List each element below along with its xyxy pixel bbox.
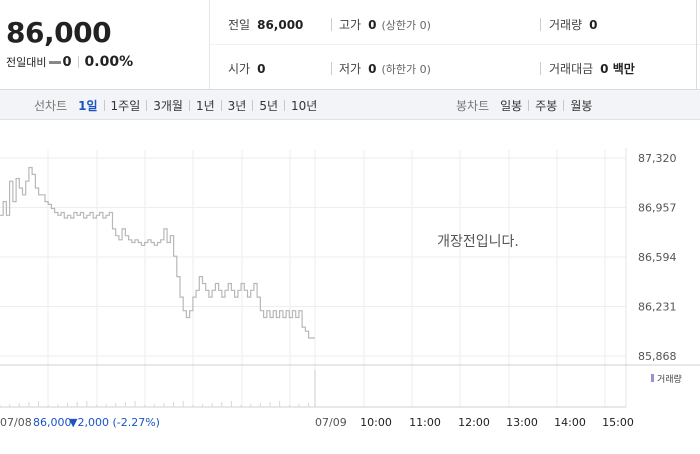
current-price: 86,000 (6, 16, 112, 49)
stat-label: 거래량 (549, 18, 583, 32)
price-chart[interactable]: 87,320 86,957 86,594 86,231 85,868 개장전입니다. 거래량… (0, 120, 700, 450)
chart-tab-bar: 선차트 1일 1주일 3개월 1년 3년 5년 10년 봉차트 일봉 주봉 월봉 (0, 90, 700, 120)
y-tick-label: 86,957 (638, 202, 677, 215)
pre-open-message: 개장전입니다. (437, 234, 519, 250)
stat-value: 0 백만 (600, 62, 635, 76)
stat-value: 0 (257, 61, 266, 76)
period-tab[interactable]: 1주일 (110, 99, 141, 113)
tab-divider (146, 100, 148, 111)
stat-divider (540, 62, 541, 75)
y-tick-label: 86,231 (638, 301, 677, 314)
flat-indicator-icon (49, 60, 62, 64)
period-tab[interactable]: 5년 (259, 99, 279, 113)
candle-tab-group: 봉차트 일봉 주봉 월봉 (456, 97, 592, 114)
stat-divider (540, 18, 541, 31)
stat-label: 저가 (339, 62, 362, 76)
x-tick-label: 12:00 (458, 416, 490, 429)
stat-value: 0 (368, 17, 377, 32)
stat-value: 0 (589, 17, 598, 32)
stat-value: 0 (368, 61, 377, 76)
stat-label: 거래대금 (549, 62, 594, 76)
change-divider (77, 56, 79, 68)
header-right-border (696, 0, 697, 89)
period-tab[interactable]: 3년 (227, 99, 247, 113)
stat-divider (331, 18, 332, 31)
tab-divider (103, 100, 105, 111)
x-tick-label: 11:00 (409, 416, 441, 429)
stat-volume: 거래량 0 (549, 16, 597, 33)
candle-tab[interactable]: 일봉 (500, 99, 523, 113)
quote-header: 86,000 전일대비 0 0.00% 전일 86,000 고가 0 (상한가 … (0, 0, 700, 90)
period-tab[interactable]: 3개월 (153, 99, 183, 113)
stat-open: 시가 0 (228, 60, 265, 77)
stat-label: 고가 (339, 18, 362, 32)
y-tick-label: 86,594 (638, 251, 677, 264)
tab-divider (563, 100, 565, 111)
x-tick-label: 10:00 (360, 416, 392, 429)
candle-tab[interactable]: 월봉 (570, 99, 593, 113)
tab-divider (252, 100, 254, 111)
x-tick-label: 14:00 (554, 416, 586, 429)
tab-divider (528, 100, 530, 111)
stat-low: 저가 0 (하한가 0) (339, 60, 431, 77)
chart-canvas: 87,320 86,957 86,594 86,231 85,868 개장전입니다. 거래량… (0, 148, 700, 429)
stat-high: 고가 0 (상한가 0) (339, 16, 431, 33)
stat-note: (상한가 0) (381, 18, 431, 32)
y-tick-label: 87,320 (638, 152, 677, 165)
stat-label: 전일 (228, 18, 251, 32)
line-chart-label: 선차트 (34, 99, 68, 113)
stat-label: 시가 (228, 62, 251, 76)
x-tick-label: 07/08 (0, 416, 32, 429)
last-change-label: ▼2,000 (-2.27%) (69, 416, 160, 429)
volume-legend-label: 거래량 (657, 373, 682, 385)
volume-legend-swatch (651, 374, 654, 382)
candle-chart-label: 봉차트 (456, 99, 490, 113)
tab-divider (188, 100, 190, 111)
price-box: 86,000 전일대비 0 0.00% (0, 0, 210, 89)
period-tab[interactable]: 10년 (291, 99, 318, 113)
last-price-label: 86,000 (33, 416, 72, 429)
change-value: 0 (62, 54, 72, 70)
price-series-line (0, 166, 315, 339)
y-tick-label: 85,868 (638, 350, 677, 363)
x-tick-label: 07/09 (315, 416, 347, 429)
period-tab[interactable]: 1년 (195, 99, 215, 113)
tab-divider (220, 100, 222, 111)
change-percent: 0.00% (84, 54, 134, 70)
candle-tab[interactable]: 주봉 (535, 99, 558, 113)
stat-prev-close: 전일 86,000 (228, 16, 303, 33)
change-label: 전일대비 (6, 56, 47, 69)
x-tick-label: 15:00 (602, 416, 634, 429)
x-tick-label: 13:00 (506, 416, 538, 429)
period-tab-group: 선차트 1일 1주일 3개월 1년 3년 5년 10년 (34, 97, 317, 114)
stat-value: 86,000 (257, 17, 304, 32)
stat-note: (하한가 0) (381, 62, 431, 76)
stat-divider (331, 62, 332, 75)
quote-stats: 전일 86,000 고가 0 (상한가 0) 거래량 0 시가 0 저가 0 (… (210, 0, 700, 89)
change-line: 전일대비 0 0.00% (6, 54, 133, 70)
stats-row-divider (210, 44, 700, 45)
period-tab[interactable]: 1일 (78, 99, 98, 113)
tab-divider (284, 100, 286, 111)
stat-amount: 거래대금 0 백만 (549, 60, 635, 77)
